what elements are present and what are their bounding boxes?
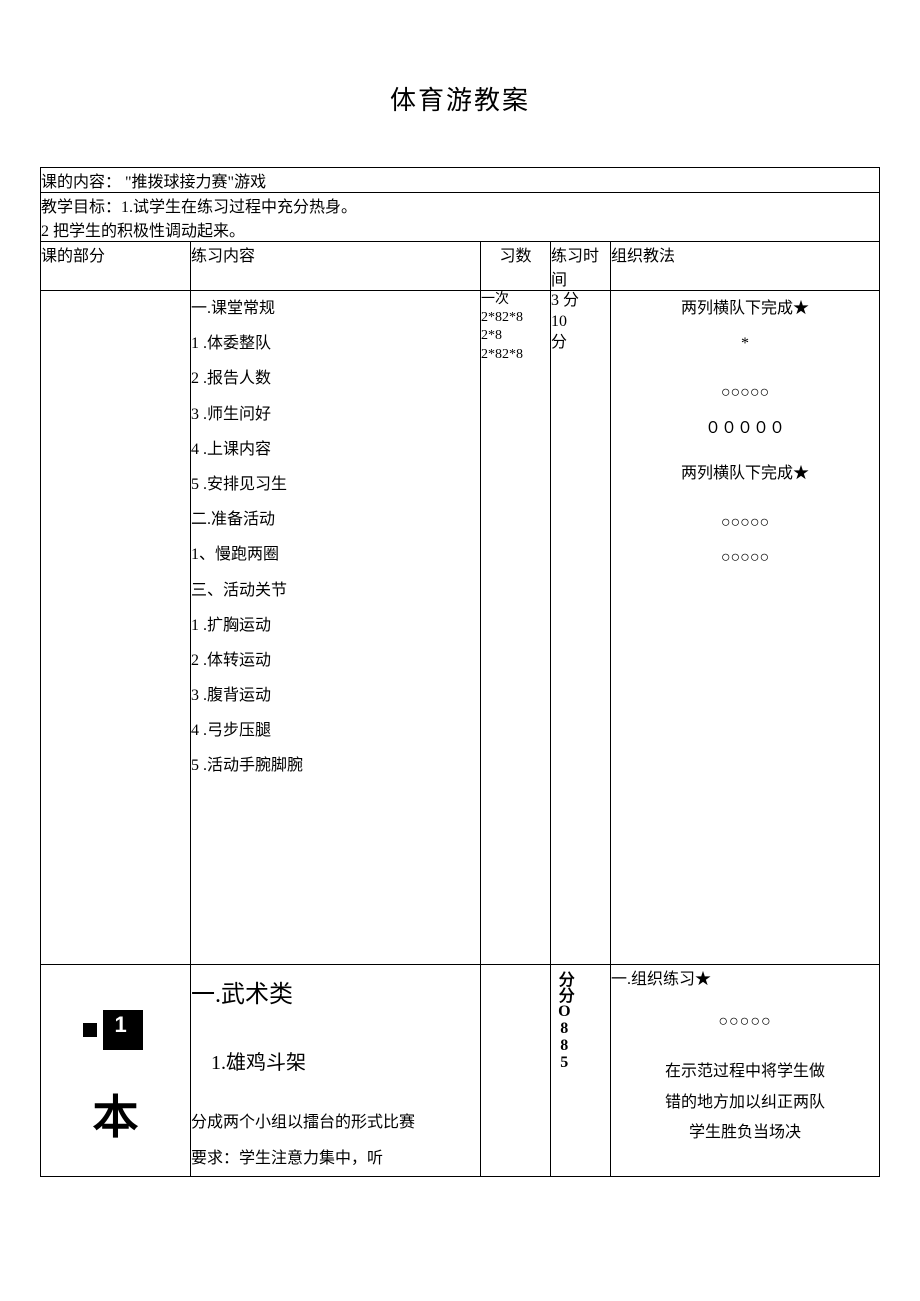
header-count: 习数 bbox=[481, 242, 551, 291]
m2-h1: 一.组织练习★ bbox=[611, 965, 879, 995]
part-cell-2: 本 bbox=[41, 964, 191, 1176]
c1-i5: 5 .安排见习生 bbox=[191, 467, 480, 502]
header-content: 练习内容 bbox=[191, 242, 481, 291]
m2: ○○○○○ bbox=[611, 375, 879, 410]
m1b: * bbox=[611, 326, 879, 361]
goal-row-1: 教学目标：1.试学生在练习过程中充分热身。 bbox=[41, 193, 880, 218]
c1-k5: 5 .活动手腕脚腕 bbox=[191, 748, 480, 783]
time-t3: 分 bbox=[551, 333, 610, 354]
c1-j1: 1、慢跑两圈 bbox=[191, 537, 480, 572]
goal-1: 1.试学生在练习过程中充分热身。 bbox=[121, 199, 357, 216]
time-t2: 10 bbox=[551, 312, 610, 333]
part-char: 本 bbox=[41, 1081, 190, 1147]
wushu-p1: 分成两个小组以擂台的形式比赛 bbox=[191, 1105, 480, 1140]
count-l2: 2*82*8 bbox=[481, 309, 550, 327]
c1-s2: 二.准备活动 bbox=[191, 502, 480, 537]
m5: ○○○○○ bbox=[611, 505, 879, 540]
content-cell-2: 一.武术类 1.雄鸡斗架 分成两个小组以擂台的形式比赛 要求：学生注意力集中，听 bbox=[191, 964, 481, 1176]
header-time: 练习时间 bbox=[551, 242, 611, 291]
method-cell-1: 两列横队下完成★ * ○○○○○ ０００００ 两列横队下完成★ ○○○○○ ○○… bbox=[611, 291, 880, 965]
m1: 两列横队下完成★ bbox=[611, 291, 879, 326]
goal-label: 教学目标： bbox=[41, 199, 121, 216]
time-cell-2: 分分O885 bbox=[551, 964, 611, 1176]
c1-s3: 三、活动关节 bbox=[191, 573, 480, 608]
goal-row-2: 2 把学生的积极性调动起来。 bbox=[41, 217, 880, 242]
content-label: 课的内容： bbox=[41, 174, 121, 191]
m6: ○○○○○ bbox=[611, 540, 879, 575]
part-cell-1 bbox=[41, 291, 191, 965]
header-part: 课的部分 bbox=[41, 242, 191, 291]
wushu-title: 一.武术类 bbox=[191, 969, 480, 1022]
time-vertical: 分分O885 bbox=[551, 965, 576, 1077]
c1-k2: 2 .体转运动 bbox=[191, 643, 480, 678]
wushu-sub: 1.雄鸡斗架 bbox=[211, 1041, 480, 1085]
count-cell-1: 一次 2*82*8 2*8 2*82*8 bbox=[481, 291, 551, 965]
c1-i3: 3 .师生问好 bbox=[191, 397, 480, 432]
content-cell-1: 一.课堂常规 1 .体委整队 2 .报告人数 3 .师生问好 4 .上课内容 5… bbox=[191, 291, 481, 965]
c1-k4: 4 .弓步压腿 bbox=[191, 713, 480, 748]
m2-n2: 错的地方加以纠正两队 bbox=[611, 1088, 879, 1118]
wushu-p2: 要求：学生注意力集中，听 bbox=[191, 1141, 480, 1176]
count-l3: 2*8 bbox=[481, 327, 550, 345]
c1-s1: 一.课堂常规 bbox=[191, 291, 480, 326]
method-cell-2: 一.组织练习★ ○○○○○ 在示范过程中将学生做 错的地方加以纠正两队 学生胜负… bbox=[611, 964, 880, 1176]
page-title: 体育游教案 bbox=[40, 80, 880, 117]
lesson-content-row: 课的内容： "推拨球接力赛"游戏 bbox=[41, 168, 880, 193]
count-cell-2 bbox=[481, 964, 551, 1176]
c1-i2: 2 .报告人数 bbox=[191, 361, 480, 396]
m2-n3: 学生胜负当场决 bbox=[611, 1118, 879, 1148]
time-t1: 3 分 bbox=[551, 291, 610, 312]
time-cell-1: 3 分 10 分 bbox=[551, 291, 611, 965]
lesson-table: 课的内容： "推拨球接力赛"游戏 教学目标：1.试学生在练习过程中充分热身。 2… bbox=[40, 167, 880, 1177]
header-method: 组织教法 bbox=[611, 242, 880, 291]
m2-n1: 在示范过程中将学生做 bbox=[611, 1057, 879, 1087]
content-value: "推拨球接力赛"游戏 bbox=[125, 174, 266, 191]
m4: 两列横队下完成★ bbox=[611, 456, 879, 491]
count-l4: 2*82*8 bbox=[481, 346, 550, 364]
square-icon bbox=[83, 998, 143, 1051]
count-l1: 一次 bbox=[481, 291, 550, 309]
c1-k1: 1 .扩胸运动 bbox=[191, 608, 480, 643]
c1-i1: 1 .体委整队 bbox=[191, 326, 480, 361]
c1-i4: 4 .上课内容 bbox=[191, 432, 480, 467]
c1-k3: 3 .腹背运动 bbox=[191, 678, 480, 713]
m3: ０００００ bbox=[611, 411, 879, 446]
m2-stars: ○○○○○ bbox=[611, 1007, 879, 1037]
